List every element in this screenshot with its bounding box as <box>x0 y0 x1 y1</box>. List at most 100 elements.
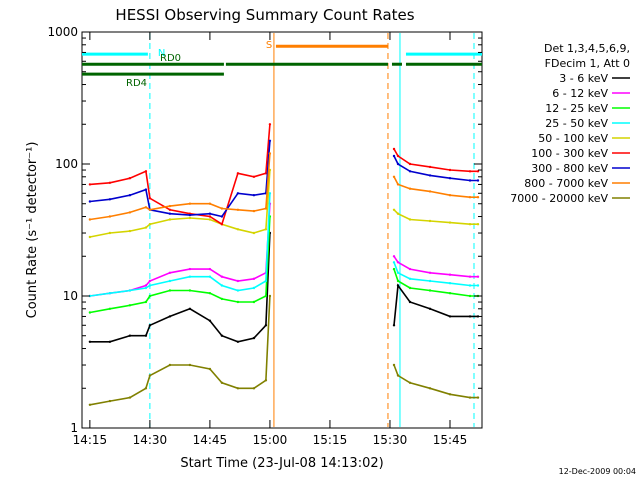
data-point <box>220 334 224 337</box>
data-point <box>144 286 148 290</box>
data-point <box>264 279 268 283</box>
plot-area <box>81 31 483 429</box>
y-tick-label: 100 <box>55 157 78 171</box>
data-point <box>468 284 472 287</box>
data-point <box>168 204 172 208</box>
data-point <box>396 284 400 287</box>
data-point <box>208 367 212 371</box>
series-line <box>89 124 271 226</box>
data-point <box>252 286 256 290</box>
data-point <box>108 231 112 235</box>
data-point <box>476 223 480 226</box>
data-point <box>208 275 212 278</box>
series-lines <box>88 123 480 406</box>
data-point <box>448 393 452 396</box>
data-point <box>148 197 152 200</box>
data-point <box>168 289 172 292</box>
data-point <box>220 381 224 384</box>
data-point <box>188 363 192 367</box>
data-point <box>208 202 212 205</box>
x-tick-label: 15:45 <box>433 433 468 447</box>
data-point <box>128 304 132 307</box>
data-point <box>468 275 472 278</box>
data-point <box>252 300 256 304</box>
data-point <box>448 273 452 276</box>
data-point <box>144 188 148 191</box>
data-point <box>188 289 192 292</box>
data-point <box>128 396 132 399</box>
data-point <box>88 183 92 186</box>
data-point <box>396 183 400 186</box>
data-point <box>428 174 432 177</box>
data-point <box>428 387 432 390</box>
data-point <box>236 340 240 343</box>
legend-header-1: Det 1,3,4,5,6,9, <box>544 42 630 55</box>
data-point <box>252 194 256 197</box>
x-axis-label: Start Time (23-Jul-08 14:13:02) <box>180 456 383 471</box>
data-point <box>476 196 480 199</box>
data-point <box>252 209 256 213</box>
data-point <box>392 267 396 271</box>
data-point <box>168 279 172 283</box>
data-point <box>392 255 396 258</box>
data-point <box>408 170 412 173</box>
data-point <box>208 212 212 215</box>
data-point <box>476 396 480 399</box>
legend-label: 100 - 300 keV <box>531 147 608 160</box>
series-line <box>393 148 478 173</box>
data-point <box>468 223 472 226</box>
data-point <box>144 206 148 209</box>
data-point <box>148 279 152 283</box>
data-point <box>428 279 432 283</box>
data-point <box>128 194 132 197</box>
data-point <box>128 177 132 180</box>
series-line <box>89 169 271 238</box>
series-line <box>393 209 478 225</box>
flag-label: RD4 <box>126 78 147 89</box>
data-point <box>220 297 224 301</box>
data-point <box>396 279 400 283</box>
data-point <box>268 294 272 298</box>
data-point <box>188 213 192 217</box>
data-point <box>428 307 432 310</box>
data-point <box>128 229 132 233</box>
data-point <box>236 300 240 304</box>
chart-title: HESSI Observing Summary Count Rates <box>115 6 414 24</box>
flag-label: S <box>266 40 272 51</box>
y-ticks: 1 10 100 1000 <box>47 25 482 435</box>
data-point <box>252 231 256 235</box>
data-point <box>448 292 452 295</box>
data-point <box>188 307 192 310</box>
series-line <box>393 255 478 278</box>
data-point <box>428 289 432 292</box>
data-point <box>468 196 472 199</box>
y-tick-label: 1000 <box>47 25 78 39</box>
data-point <box>476 275 480 278</box>
data-point <box>208 218 212 221</box>
data-point <box>188 216 192 220</box>
y-axis-label: Count Rate (s⁻¹ detector⁻¹) <box>25 142 40 319</box>
data-point <box>396 162 400 166</box>
data-point <box>448 168 452 172</box>
y-tick-label: 10 <box>63 289 78 303</box>
data-point <box>392 154 396 158</box>
data-point <box>448 282 452 285</box>
flag-label: N <box>158 48 165 59</box>
data-point <box>408 381 412 384</box>
data-point <box>264 379 268 382</box>
data-point <box>128 289 132 292</box>
data-point <box>148 294 152 298</box>
data-point <box>168 271 172 274</box>
data-point <box>144 300 148 304</box>
data-point <box>448 194 452 197</box>
data-point <box>468 396 472 399</box>
data-point <box>476 170 480 173</box>
data-point <box>208 267 212 271</box>
data-point <box>108 198 112 201</box>
data-point <box>476 284 480 287</box>
data-point <box>168 315 172 318</box>
series-line <box>89 153 271 221</box>
legend-label: 3 - 6 keV <box>559 72 608 85</box>
x-tick-label: 15:15 <box>313 433 348 447</box>
